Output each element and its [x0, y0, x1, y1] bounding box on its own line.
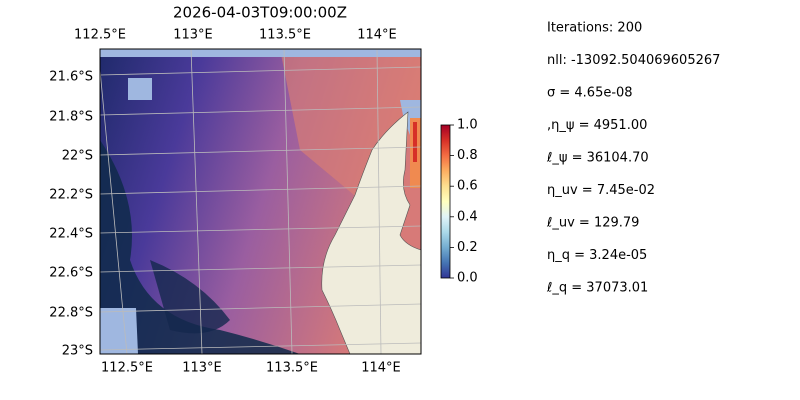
stat-line: η_uv = 7.45e-02 [547, 183, 655, 198]
y-tick-label: 22°S [62, 149, 93, 164]
stat-line: η_q = 3.24e-05 [547, 248, 647, 263]
land [321, 111, 421, 354]
x-tick-label-bottom: 114°E [361, 361, 401, 376]
colorbar-tick-label: 0.6 [457, 179, 478, 194]
x-tick-label-top: 113.5°E [259, 28, 311, 43]
warm-strip [413, 122, 417, 162]
x-tick-label-bottom: 113.5°E [266, 361, 318, 376]
map-frame [99, 48, 422, 355]
x-tick-label-top: 112.5°E [74, 28, 126, 43]
graticule [100, 49, 421, 354]
y-tick-label: 23°S [62, 344, 93, 359]
ocean [100, 308, 138, 354]
map-field [100, 49, 421, 354]
colorbar-tick-label: 0.2 [457, 240, 478, 255]
stat-line: nll: -13092.504069605267 [547, 53, 720, 68]
stat-line: ℓ_q = 37073.01 [546, 281, 648, 296]
colorbar-tick-label: 0.8 [457, 148, 478, 163]
map-title: 2026-04-03T09:00:00Z [173, 4, 347, 22]
colorbar [440, 124, 451, 279]
stat-line: σ = 4.65e-08 [547, 86, 633, 101]
y-tick-label: 22.4°S [49, 227, 93, 242]
x-tick-label-bottom: 112.5°E [101, 361, 153, 376]
y-tick-label: 21.8°S [49, 110, 93, 125]
y-tick-label: 22.6°S [49, 266, 93, 281]
x-tick-label-bottom: 113°E [182, 361, 222, 376]
colorbar-tick-label: 1.0 [457, 118, 478, 133]
y-tick-label: 22.8°S [49, 306, 93, 321]
dark-region [150, 260, 230, 334]
colorbar-tick-label: 0.4 [457, 209, 478, 224]
stat-line: Iterations: 200 [547, 21, 642, 36]
y-tick-label: 21.6°S [49, 70, 93, 85]
y-tick-label: 22.2°S [49, 188, 93, 203]
x-tick-label-top: 114°E [357, 28, 397, 43]
stat-line: ℓ_ψ = 36104.70 [546, 151, 649, 166]
x-tick-label-top: 113°E [173, 28, 213, 43]
dark-region [100, 140, 300, 354]
stat-line: ,η_ψ = 4951.00 [547, 118, 647, 133]
stat-line: ℓ_uv = 129.79 [546, 216, 639, 231]
colorbar-tick-label: 0.0 [457, 271, 478, 286]
ocean [100, 49, 421, 57]
ocean [128, 78, 152, 100]
